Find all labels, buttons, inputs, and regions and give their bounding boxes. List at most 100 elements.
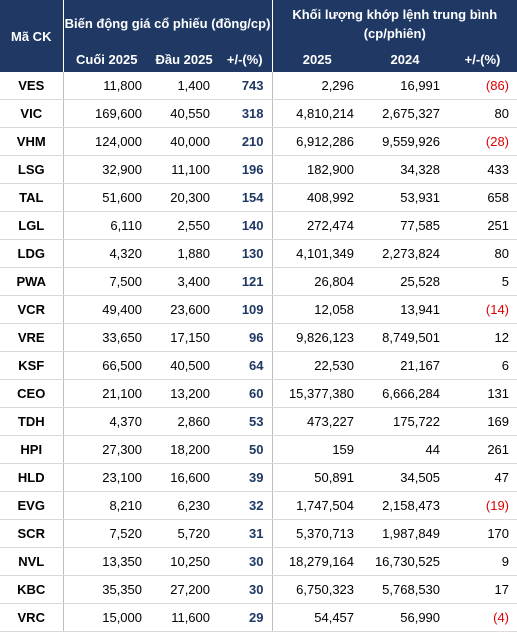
cell: 22,530	[271, 351, 363, 380]
stock-code: HLD	[0, 463, 63, 492]
table-row: VRC 15,000 11,600 29 54,457 56,990 (4)	[0, 603, 517, 632]
cell: 33,650	[62, 323, 150, 352]
cell: 6	[448, 351, 517, 380]
cell: (14)	[448, 295, 517, 324]
column-header: 2025	[271, 47, 363, 72]
cell: 170	[448, 519, 517, 548]
stock-code: VES	[0, 72, 63, 100]
cell: 80	[448, 239, 517, 268]
cell: 175,722	[362, 407, 449, 436]
cell: 7,500	[62, 267, 150, 296]
cell: 29	[218, 603, 273, 632]
column-header: +/-(%)	[448, 47, 517, 72]
cell: 743	[218, 72, 273, 100]
stock-code: EVG	[0, 491, 63, 520]
cell: 44	[362, 435, 449, 464]
cell: 30	[218, 547, 273, 576]
cell: 26,804	[271, 267, 363, 296]
volume-group-header: Khối lượng khớp lệnh trung bình (cp/phiê…	[271, 0, 517, 47]
table-row: VIC 169,600 40,550 318 4,810,214 2,675,327 80	[0, 99, 517, 128]
cell: 21,167	[362, 351, 449, 380]
table-row: LSG 32,900 11,100 196 182,900 34,328 433	[0, 155, 517, 184]
cell: 7,520	[62, 519, 150, 548]
cell: 40,000	[150, 127, 218, 156]
cell: 6,912,286	[271, 127, 363, 156]
cell: 25,528	[362, 267, 449, 296]
cell: 4,320	[62, 239, 150, 268]
table-row: KSF 66,500 40,500 64 22,530 21,167 6	[0, 351, 517, 380]
column-header: Đầu 2025	[150, 47, 218, 72]
cell: 64	[218, 351, 273, 380]
cell: 80	[448, 99, 517, 128]
cell: 54,457	[271, 603, 363, 632]
cell: 15,000	[62, 603, 150, 632]
stock-code: SCR	[0, 519, 63, 548]
cell: 40,500	[150, 351, 218, 380]
cell: 272,474	[271, 211, 363, 240]
cell: 5	[448, 267, 517, 296]
cell: (4)	[448, 603, 517, 632]
cell: 10,250	[150, 547, 218, 576]
cell: 77,585	[362, 211, 449, 240]
cell: 182,900	[271, 155, 363, 184]
cell: 53	[218, 407, 273, 436]
cell: 6,110	[62, 211, 150, 240]
cell: 2,675,327	[362, 99, 449, 128]
cell: 169	[448, 407, 517, 436]
table-row: VHM 124,000 40,000 210 6,912,286 9,559,926 (28…	[0, 127, 517, 156]
table-row: PWA 7,500 3,400 121 26,804 25,528 5	[0, 267, 517, 296]
cell: 1,987,849	[362, 519, 449, 548]
cell: 16,991	[362, 72, 449, 100]
cell: 130	[218, 239, 273, 268]
cell: 34,328	[362, 155, 449, 184]
stock-code: PWA	[0, 267, 63, 296]
cell: 21,100	[62, 379, 150, 408]
cell: 121	[218, 267, 273, 296]
cell: 124,000	[62, 127, 150, 156]
cell: 13,941	[362, 295, 449, 324]
column-header: Cuối 2025	[62, 47, 150, 72]
cell: 473,227	[271, 407, 363, 436]
cell: 4,101,349	[271, 239, 363, 268]
cell: 32	[218, 491, 273, 520]
table-row: VRE 33,650 17,150 96 9,826,123 8,749,501 12	[0, 323, 517, 352]
cell: 1,880	[150, 239, 218, 268]
cell: 11,800	[62, 72, 150, 100]
cell: 408,992	[271, 183, 363, 212]
cell: 5,768,530	[362, 575, 449, 604]
cell: 159	[271, 435, 363, 464]
cell: 53,931	[362, 183, 449, 212]
cell: 8,210	[62, 491, 150, 520]
stock-code: KBC	[0, 575, 63, 604]
cell: 18,200	[150, 435, 218, 464]
cell: 318	[218, 99, 273, 128]
cell: 9,559,926	[362, 127, 449, 156]
stock-code: HPI	[0, 435, 63, 464]
stock-code: NVL	[0, 547, 63, 576]
stock-code: TDH	[0, 407, 63, 436]
cell: 27,300	[62, 435, 150, 464]
cell: 16,730,525	[362, 547, 449, 576]
code-header: Mã CK	[0, 0, 63, 72]
cell: 1,747,504	[271, 491, 363, 520]
cell: 8,749,501	[362, 323, 449, 352]
cell: 34,505	[362, 463, 449, 492]
table-row: HPI 27,300 18,200 50 159 44 261	[0, 435, 517, 464]
cell: 109	[218, 295, 273, 324]
table-row: TDH 4,370 2,860 53 473,227 175,722 169	[0, 407, 517, 436]
cell: 2,273,824	[362, 239, 449, 268]
cell: 2,860	[150, 407, 218, 436]
cell: 3,400	[150, 267, 218, 296]
cell: 4,810,214	[271, 99, 363, 128]
cell: 5,370,713	[271, 519, 363, 548]
table-row: TAL 51,600 20,300 154 408,992 53,931 658	[0, 183, 517, 212]
cell: 658	[448, 183, 517, 212]
cell: 169,600	[62, 99, 150, 128]
stock-code: KSF	[0, 351, 63, 380]
stock-code: VRC	[0, 603, 63, 632]
cell: 50	[218, 435, 273, 464]
cell: 23,100	[62, 463, 150, 492]
cell: 6,750,323	[271, 575, 363, 604]
cell: 23,600	[150, 295, 218, 324]
table-row: NVL 13,350 10,250 30 18,279,164 16,730,525 9	[0, 547, 517, 576]
